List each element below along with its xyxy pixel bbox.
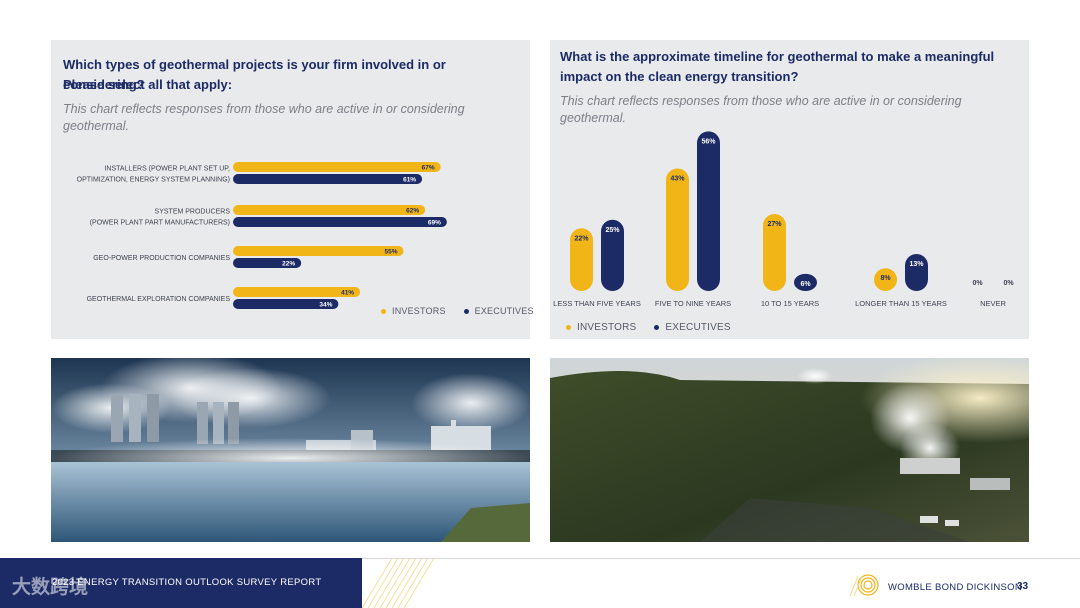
vertical-bar-chart: 22% 25% LESS THAN FIVE YEARS 43% 56% FIVE TO … xyxy=(553,131,1014,308)
executives-value-label-2: 6% xyxy=(800,281,811,288)
left-chart-subtitle-line1: This chart reflects responses from those… xyxy=(63,102,465,116)
geothermal-plant-photo xyxy=(51,358,530,542)
executives-value-label-1: 69% xyxy=(428,219,441,226)
right-chart-subtitle-line2: geothermal. xyxy=(560,111,627,125)
investors-legend-label: INVESTORS xyxy=(577,322,637,333)
investors-value-label-1: 43% xyxy=(670,175,685,182)
aerial-landscape-image xyxy=(550,358,1029,542)
investors-legend-dot xyxy=(381,308,386,314)
executives-legend-dot xyxy=(654,325,660,330)
investors-bar-0 xyxy=(570,228,593,291)
right-chart-title-line2: impact on the clean energy transition? xyxy=(560,69,799,84)
footer-divider xyxy=(362,558,1080,559)
brand-name: WOMBLE BOND DICKINSON xyxy=(888,582,1023,593)
investors-bar-2 xyxy=(233,246,404,256)
investors-bar-3 xyxy=(233,287,361,297)
watermark-text: 大数跨境 xyxy=(12,577,89,598)
footer-band xyxy=(0,558,362,608)
category-label-2: 10 TO 15 YEARS xyxy=(761,299,819,308)
left-chart-panel: Which types of geothermal projects is yo… xyxy=(51,40,533,339)
investors-value-label-2: 55% xyxy=(384,248,397,255)
investors-value-label-1: 62% xyxy=(406,207,419,214)
executives-bar-2 xyxy=(233,258,302,268)
geothermal-plant-image xyxy=(51,358,530,542)
left-chart-title-line1: Which types of geothermal projects is yo… xyxy=(63,57,446,92)
executives-bar-1 xyxy=(697,131,720,291)
footer-stripe-decoration xyxy=(362,558,442,608)
brand-logo-icon xyxy=(848,572,884,603)
executives-value-label-3: 13% xyxy=(909,261,924,268)
executives-value-label-0: 25% xyxy=(605,227,620,234)
report-title: 2023 ENERGY TRANSITION OUTLOOK SURVEY RE… xyxy=(52,577,322,588)
executives-value-label-2: 22% xyxy=(282,260,295,267)
category-label-0-1: OPTIMIZATION, ENERGY SYSTEM PLANNING) xyxy=(77,177,230,184)
left-chart-legend: INVESTORS EXECUTIVES xyxy=(381,306,534,316)
category-label-3-0: GEOTHERMAL EXPLORATION COMPANIES xyxy=(87,296,231,303)
investors-value-label-4: 0% xyxy=(972,280,983,287)
investors-legend-dot xyxy=(566,325,571,330)
executives-bar-0 xyxy=(233,174,423,184)
category-label-2-0: GEO-POWER PRODUCTION COMPANIES xyxy=(93,255,230,262)
category-label-0-0: INSTALLERS (POWER PLANT SET UP, xyxy=(104,166,230,173)
category-label-0: LESS THAN FIVE YEARS xyxy=(553,299,641,308)
investors-bar-1 xyxy=(233,205,426,215)
investors-value-label-0: 67% xyxy=(422,164,435,171)
left-chart-subtitle-line2: geothermal. xyxy=(63,119,130,133)
gold-stripes-graphic xyxy=(362,558,435,608)
investors-bar-3 xyxy=(874,268,897,291)
investors-value-label-3: 8% xyxy=(880,275,891,282)
executives-value-label-0: 61% xyxy=(403,176,416,183)
executives-legend-label: EXECUTIVES xyxy=(474,306,534,316)
executives-legend-dot xyxy=(463,308,469,314)
category-label-1-0: SYSTEM PRODUCERS xyxy=(155,209,231,216)
executives-bar-3 xyxy=(233,299,339,309)
executives-value-label-4: 0% xyxy=(1003,280,1014,287)
brand-logo-mark xyxy=(849,574,879,597)
investors-bar-2 xyxy=(763,214,786,291)
executives-bar-1 xyxy=(233,217,447,227)
aerial-landscape-photo xyxy=(550,358,1029,542)
investors-value-label-3: 41% xyxy=(341,289,354,296)
executives-value-label-3: 34% xyxy=(319,301,332,308)
right-chart-title-line1: What is the approximate timeline for geo… xyxy=(560,49,995,64)
investors-bar-1 xyxy=(666,168,689,291)
investors-bar-0 xyxy=(233,162,441,172)
category-label-4: NEVER xyxy=(980,299,1006,308)
investors-value-label-0: 22% xyxy=(574,235,589,242)
executives-bar-3 xyxy=(905,253,928,291)
executives-legend-label: EXECUTIVES xyxy=(665,322,731,333)
executives-bar-0 xyxy=(601,219,624,291)
executives-value-label-1: 56% xyxy=(701,138,716,145)
right-chart-panel: What is the approximate timeline for geo… xyxy=(550,40,1029,339)
left-chart-title-line2: Please select all that apply: xyxy=(63,77,233,92)
investors-value-label-2: 27% xyxy=(767,221,782,228)
right-chart-subtitle-line1: This chart reflects responses from those… xyxy=(560,94,962,108)
category-label-3: LONGER THAN 15 YEARS xyxy=(855,299,947,308)
right-chart-legend: INVESTORS EXECUTIVES xyxy=(566,322,731,333)
executives-bar-2 xyxy=(794,273,817,291)
page-number: 33 xyxy=(1017,581,1029,592)
category-label-1-1: (POWER PLANT PART MANUFACTURERS) xyxy=(90,220,230,227)
investors-legend-label: INVESTORS xyxy=(392,306,446,316)
horizontal-bar-chart: INSTALLERS (POWER PLANT SET UP, OPTIMIZAT… xyxy=(77,162,447,309)
category-label-1: FIVE TO NINE YEARS xyxy=(655,299,731,308)
